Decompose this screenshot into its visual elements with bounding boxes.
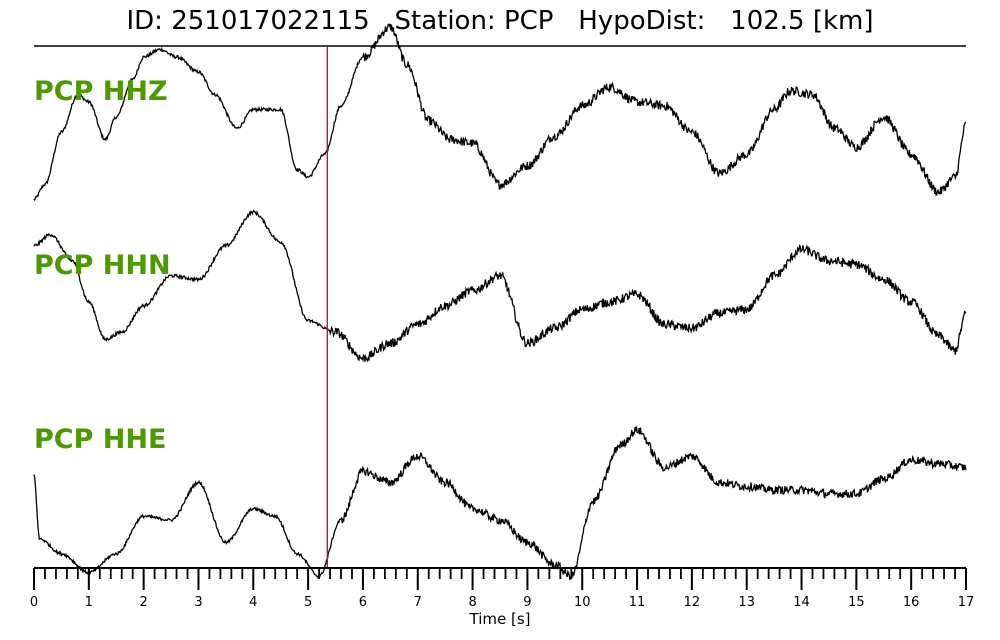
x-tick-label: 2 bbox=[140, 595, 148, 610]
x-tick-label: 5 bbox=[304, 595, 312, 610]
trace-labels-group: PCP HHZ PCP HHN PCP HHE bbox=[34, 76, 171, 455]
x-tick-label: 4 bbox=[249, 595, 257, 610]
traces-group bbox=[33, 23, 967, 581]
x-tick-label: 11 bbox=[629, 595, 646, 610]
x-tick-label: 10 bbox=[574, 595, 591, 610]
x-tick-label: 6 bbox=[359, 595, 367, 610]
x-tick-label: 7 bbox=[414, 595, 422, 610]
x-tick-label: 16 bbox=[903, 595, 920, 610]
x-tick-label: 9 bbox=[523, 595, 531, 610]
x-axis-ticks: 0 1 2 3 4 5 6 7 8 9 10 11 12 13 14 15 16 17 bbox=[30, 568, 974, 610]
trace-pcp-hhe bbox=[33, 426, 967, 581]
x-tick-label: 15 bbox=[848, 595, 865, 610]
trace-pcp-hhz bbox=[33, 23, 967, 202]
trace-pcp-hhn bbox=[33, 209, 967, 363]
x-tick-label: 0 bbox=[30, 595, 38, 610]
x-tick-label: 12 bbox=[684, 595, 701, 610]
x-tick-label: 1 bbox=[85, 595, 93, 610]
x-tick-label: 3 bbox=[194, 595, 202, 610]
trace-label-pcp-hhn: PCP HHN bbox=[34, 250, 171, 281]
x-tick-label: 14 bbox=[793, 595, 810, 610]
trace-label-pcp-hhz: PCP HHZ bbox=[34, 76, 168, 107]
x-tick-label: 8 bbox=[468, 595, 476, 610]
x-tick-label: 17 bbox=[958, 595, 975, 610]
x-axis-label: Time [s] bbox=[469, 610, 531, 628]
chart-title: ID: 251017022115 Station: PCP HypoDist: … bbox=[126, 6, 874, 36]
trace-label-pcp-hhe: PCP HHE bbox=[34, 424, 166, 455]
x-tick-label: 13 bbox=[738, 595, 755, 610]
